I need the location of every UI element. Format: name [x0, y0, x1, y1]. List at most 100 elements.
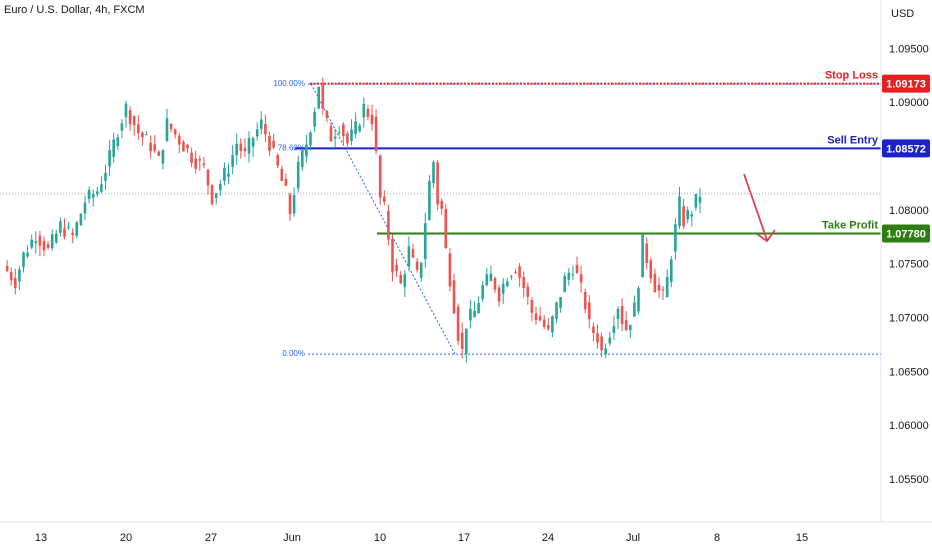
- candle: [645, 237, 648, 270]
- candle: [481, 281, 484, 303]
- candle: [448, 248, 452, 292]
- candle: [333, 128, 337, 148]
- candle: [190, 147, 193, 168]
- price-tick-label: 1.09500: [889, 43, 929, 55]
- candle: [366, 104, 370, 121]
- fib-level-label: 0.00%: [282, 349, 305, 358]
- level-name-label: Stop Loss: [825, 70, 878, 82]
- candle: [571, 265, 575, 280]
- candle: [510, 274, 513, 280]
- candle: [124, 100, 128, 128]
- candle: [547, 317, 550, 331]
- price-tick-label: 1.09000: [889, 97, 929, 109]
- candle: [534, 306, 538, 325]
- candle: [239, 138, 243, 159]
- time-tick-label: 8: [714, 532, 720, 544]
- candle: [690, 210, 694, 227]
- candle: [387, 204, 390, 246]
- candle: [165, 109, 169, 143]
- candle: [128, 106, 132, 131]
- candle: [59, 217, 62, 237]
- candle: [219, 179, 222, 197]
- candle: [633, 295, 636, 317]
- candle: [132, 115, 136, 136]
- candle: [419, 262, 423, 282]
- candle: [452, 273, 456, 315]
- candle: [173, 128, 177, 139]
- candle: [71, 228, 74, 244]
- level-name-label: Take Profit: [822, 220, 878, 232]
- candle: [579, 265, 583, 293]
- fibonacci-retracement[interactable]: 100.00% 78.60% 0.00%: [273, 79, 881, 358]
- price-tick-label: 1.08000: [889, 205, 929, 217]
- candle: [268, 131, 271, 156]
- candle: [440, 198, 443, 215]
- currency-label[interactable]: USD: [891, 8, 914, 20]
- candle: [96, 186, 99, 198]
- trade-levels[interactable]: Stop Loss Sell Entry Take Profit: [295, 70, 881, 235]
- candle: [120, 119, 124, 139]
- price-axis[interactable]: 1.09500 1.09000 1.08000 1.07500 1.07000 1.065…: [889, 43, 929, 486]
- candle: [612, 315, 616, 340]
- price-tick-label: 1.05500: [889, 474, 929, 486]
- price-tick-label: 1.06000: [889, 420, 929, 432]
- candle: [182, 140, 185, 152]
- candle: [383, 190, 386, 206]
- candle: [358, 123, 361, 133]
- candle: [588, 295, 591, 329]
- candle: [563, 272, 566, 293]
- candle: [26, 245, 29, 259]
- candle: [169, 123, 173, 133]
- candle: [301, 148, 304, 171]
- candle: [354, 112, 357, 139]
- candle: [460, 322, 464, 359]
- candle: [530, 297, 534, 322]
- candle: [272, 133, 275, 150]
- candle: [657, 277, 661, 299]
- candle: [395, 258, 398, 278]
- candle: [592, 322, 595, 342]
- sell-arrow-shaft: [743, 173, 768, 241]
- candle: [112, 132, 115, 163]
- time-axis[interactable]: 13 20 27 Jun 10 17 24 Jul 8 15: [35, 532, 808, 544]
- candle: [424, 212, 427, 268]
- candle: [362, 97, 366, 128]
- candle: [391, 234, 394, 282]
- candle: [415, 257, 419, 273]
- candle: [67, 221, 70, 231]
- candle: [518, 262, 521, 287]
- candle: [18, 266, 21, 290]
- candle: [661, 286, 665, 300]
- level-price-badge: [882, 139, 930, 158]
- candle: [346, 131, 349, 151]
- candle: [194, 150, 197, 174]
- candle: [210, 184, 214, 207]
- candles: [5, 77, 702, 363]
- candle: [501, 277, 505, 304]
- candle: [522, 271, 525, 298]
- candle: [653, 268, 657, 293]
- candle: [678, 186, 681, 229]
- candle: [227, 163, 230, 184]
- fib-level-label: 100.00%: [273, 79, 305, 88]
- sell-arrow-head: [756, 229, 776, 243]
- candle: [325, 109, 329, 123]
- candle: [317, 86, 320, 110]
- candle: [255, 122, 259, 141]
- candle: [485, 267, 489, 287]
- candle: [9, 267, 13, 286]
- candle: [497, 284, 501, 307]
- time-tick-label: 27: [205, 532, 217, 544]
- chart-title: Euro / U.S. Dollar, 4h, FXCM: [4, 4, 145, 16]
- candle: [108, 140, 111, 176]
- candle: [202, 156, 206, 169]
- candle: [251, 136, 255, 158]
- candle: [137, 114, 140, 140]
- candle: [231, 145, 234, 175]
- candle: [514, 268, 517, 274]
- candle: [38, 230, 42, 257]
- candle: [465, 328, 468, 363]
- candle: [321, 77, 325, 115]
